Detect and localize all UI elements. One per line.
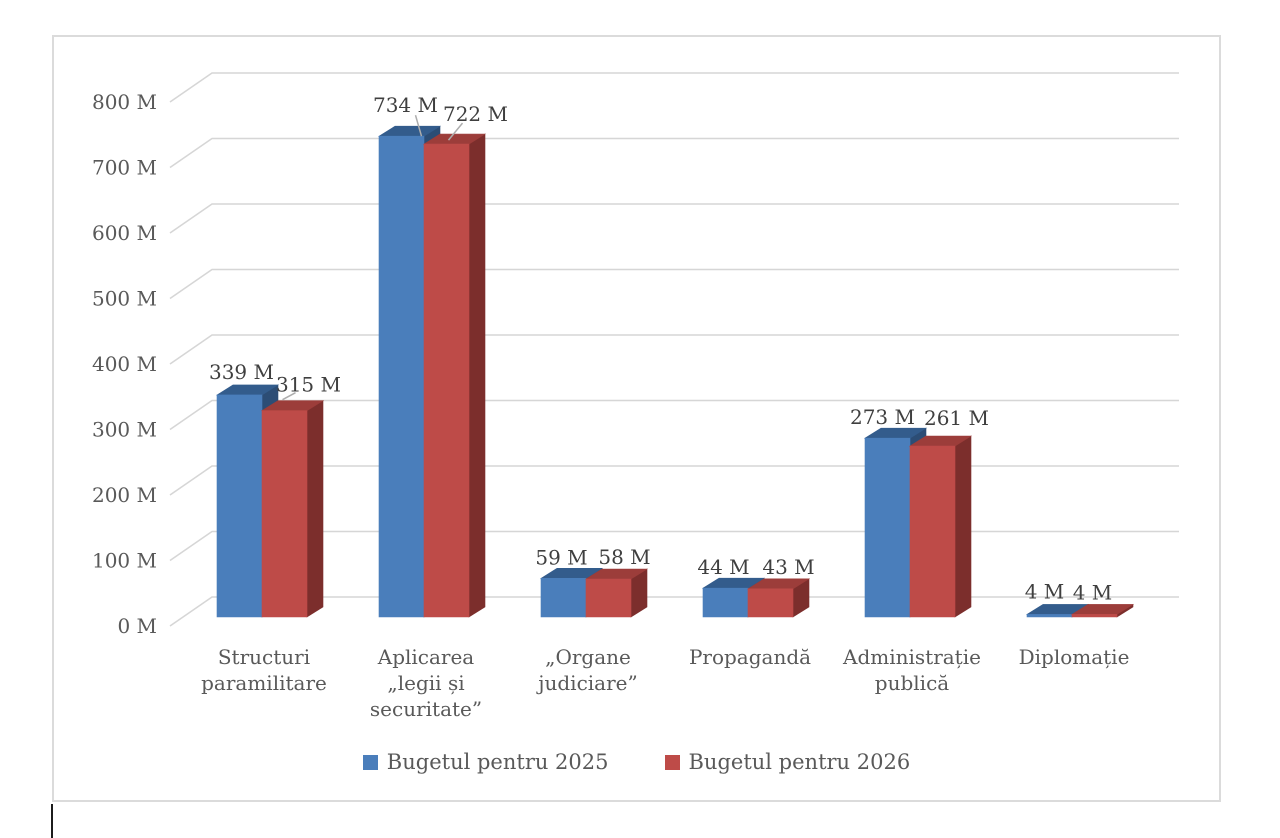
data-label-2025-2: 59 M	[535, 545, 587, 569]
gridline	[169, 268, 1179, 300]
data-label-2025-3: 44 M	[697, 555, 749, 579]
y-axis-tick-label: 100 M	[92, 549, 157, 573]
bar-2025-4-front	[864, 437, 911, 618]
y-axis-tick-label: 700 M	[92, 156, 157, 180]
gridline	[169, 203, 1179, 234]
y-axis-tick-label: 200 M	[92, 483, 157, 507]
budget-bar-chart: 0 M 100 M 200 M 300 M 400 M 500 M 600 M 700 M 80…	[92, 72, 1179, 721]
y-axis-tick-label: 300 M	[92, 418, 157, 442]
gridline	[169, 334, 1179, 365]
chart-frame: 0 M 100 M 200 M 300 M 400 M 500 M 600 M 700 M 80…	[52, 35, 1221, 802]
gridline	[169, 399, 1179, 431]
bar-2026-1-front	[423, 143, 470, 618]
bar-2026-4-side	[954, 435, 972, 618]
category-label-3: Propagandă	[689, 645, 811, 669]
data-label-2026-3: 43 M	[762, 555, 814, 579]
gridline	[169, 137, 1179, 169]
data-label-2026-5: 4 M	[1073, 580, 1113, 604]
data-label-2025-4: 273 M	[850, 405, 915, 429]
bar-2026-3-front	[747, 588, 794, 618]
legend-entry-2026: Bugetul pentru 2026	[664, 750, 911, 774]
category-label-0: Structuri paramilitare	[201, 645, 327, 695]
data-label-2026-2: 58 M	[598, 545, 650, 569]
bar-2026-0-side	[306, 400, 324, 618]
gridline	[169, 465, 1179, 496]
legend-entry-2025: Bugetul pentru 2025	[362, 750, 609, 774]
category-label-5: Diplomație	[1019, 645, 1130, 669]
bar-2025-5-front	[1026, 614, 1073, 618]
y-axis-tick-label: 800 M	[92, 90, 157, 114]
legend-swatch-2026-icon	[664, 754, 680, 770]
data-label-2025-0: 339 M	[209, 360, 274, 384]
data-label-2026-0: 315 M	[276, 373, 341, 397]
y-axis-tick-label: 500 M	[92, 287, 157, 311]
bar-2026-4-front	[909, 445, 956, 618]
data-label-leader-line	[414, 115, 423, 137]
bar-2025-0-front	[216, 394, 263, 618]
chart-legend: Bugetul pentru 2025 Bugetul pentru 2026	[52, 750, 1221, 774]
data-label-2025-5: 4 M	[1025, 579, 1065, 603]
data-label-leader-line	[282, 392, 296, 401]
bar-2026-2-front	[585, 578, 632, 618]
gridline	[169, 72, 1179, 103]
data-label-leader-line	[447, 122, 464, 141]
bar-2025-1-front	[378, 135, 425, 618]
category-label-1: Aplicarea „legii și securitate”	[370, 645, 482, 721]
legend-swatch-2025-icon	[362, 754, 378, 770]
bar-2025-2-front	[540, 578, 587, 618]
y-axis-tick-label: 600 M	[92, 221, 157, 245]
bar-2026-5-front	[1071, 614, 1118, 618]
legend-label-2026: Bugetul pentru 2026	[688, 750, 911, 774]
text-cursor	[51, 804, 53, 838]
category-label-2: „Organe judiciare”	[536, 645, 637, 695]
gridline	[169, 530, 1179, 562]
category-label-4: Administrație publică	[842, 645, 981, 695]
legend-label-2025: Bugetul pentru 2025	[386, 750, 609, 774]
gridline	[169, 596, 1179, 627]
data-label-2026-1: 722 M	[443, 102, 508, 126]
bar-2026-0-front	[261, 410, 308, 618]
bar-2025-3-front	[702, 587, 749, 618]
data-label-2026-4: 261 M	[924, 406, 989, 430]
data-label-2025-1: 734 M	[373, 93, 438, 117]
y-axis-tick-label: 400 M	[92, 352, 157, 376]
bar-2026-1-side	[468, 133, 486, 618]
y-axis-tick-label: 0 M	[117, 614, 157, 638]
